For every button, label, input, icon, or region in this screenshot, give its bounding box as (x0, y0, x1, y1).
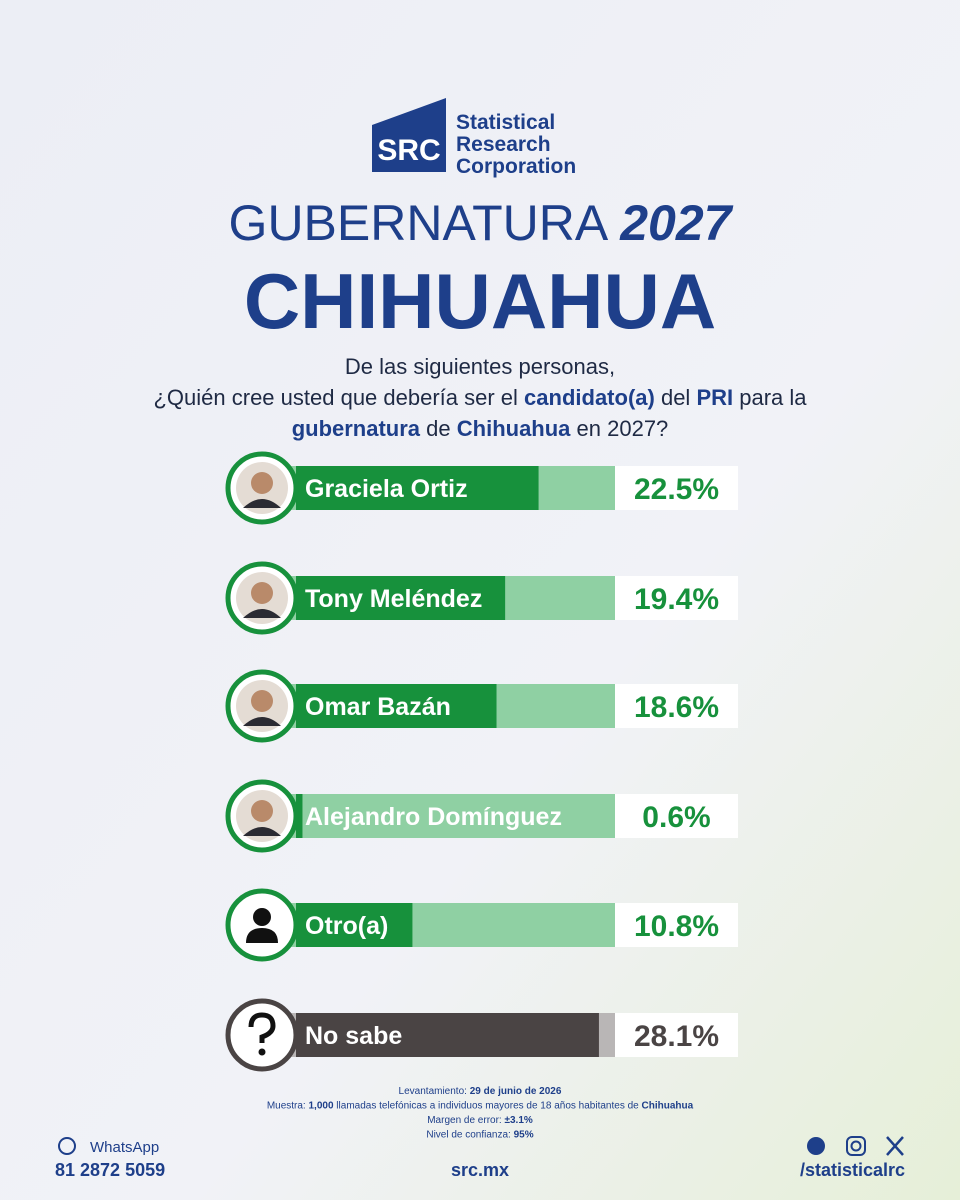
text-line: Levantamiento: 29 de junio de 2026 (399, 1086, 562, 1097)
bar (296, 794, 303, 838)
bold-text: Chihuahua (457, 416, 571, 441)
avatar-icon (246, 928, 278, 943)
text-segment: llamadas telefónicas a individuos mayore… (334, 1101, 642, 1112)
logo: SRC Statistical Research Corporation (372, 98, 576, 178)
avatar-icon (253, 908, 271, 926)
category-label: Alejandro Domínguez (305, 803, 562, 831)
text-segment: Levantamiento: (399, 1086, 470, 1097)
bold-text: ±3.1% (504, 1115, 532, 1126)
bar-chart: 22.5% Graciela Ortiz 19.4% Tony Meléndez 18.… (225, 451, 738, 1072)
avatar-body (243, 717, 281, 726)
bar (296, 903, 413, 947)
text-segment: ¿Quién cree usted que debería ser el (153, 385, 524, 410)
question-icon (248, 1012, 276, 1043)
text-segment: De las siguientes personas, (345, 354, 615, 379)
social-handle: /statisticalrc (800, 1160, 905, 1180)
website: src.mx (451, 1160, 509, 1180)
text-line: Muestra: 1,000 llamadas telefónicas a in… (267, 1101, 694, 1112)
phone: 81 2872 5059 (55, 1160, 165, 1180)
value-box (615, 576, 738, 620)
avatar-body (243, 609, 281, 618)
state-title: CHIHUAHUA (244, 257, 716, 345)
bold-text: PRI (696, 385, 733, 410)
category-label: Omar Bazán (305, 693, 451, 721)
category-label: Tony Meléndez (305, 585, 482, 613)
logo-text: Corporation (456, 155, 576, 178)
logo-text: Statistical (456, 111, 555, 134)
bold-text: Chihuahua (642, 1101, 694, 1112)
bar (296, 684, 497, 728)
text-line: Nivel de confianza: 95% (426, 1130, 533, 1141)
whatsapp: WhatsApp (90, 1139, 159, 1156)
value-box (615, 903, 738, 947)
logo-mark: SRC (377, 134, 440, 167)
bold-text: 1,000 (309, 1101, 334, 1112)
value-box (615, 1013, 738, 1057)
value-label: 0.6% (642, 801, 710, 834)
text-line: De las siguientes personas, (345, 354, 615, 379)
question: De las siguientes personas, ¿Quién cree u… (153, 354, 807, 441)
category-label: No sabe (305, 1022, 402, 1050)
value-box (615, 684, 738, 728)
bold-text: candidato(a) (524, 385, 655, 410)
text-segment: de (420, 416, 457, 441)
text-segment: en 2027? (570, 416, 668, 441)
avatar-body (243, 827, 281, 836)
bold-text: 95% (514, 1130, 534, 1141)
category-label: Graciela Ortiz (305, 475, 468, 503)
text-line: gubernatura de Chihuahua en 2027? (292, 416, 669, 441)
text-line: ¿Quién cree usted que debería ser el can… (153, 385, 807, 410)
value-box (615, 466, 738, 510)
avatar-head (251, 800, 273, 822)
category-label: Otro(a) (305, 912, 388, 940)
bold-text: gubernatura (292, 416, 421, 441)
avatar-head (251, 690, 273, 712)
value-label: 22.5% (634, 473, 719, 506)
text-line: Margen de error: ±3.1% (427, 1115, 533, 1126)
footer-notes: Levantamiento: 29 de junio de 2026 Muestr… (267, 1086, 694, 1141)
title-light: GUBERNATURA (229, 195, 609, 251)
text-segment: para la (733, 385, 807, 410)
bar-track (262, 794, 615, 838)
text-segment: Muestra: (267, 1101, 309, 1112)
value-label: 18.6% (634, 691, 719, 724)
logo-text: Research (456, 133, 551, 156)
avatar-head (251, 582, 273, 604)
value-box (615, 794, 738, 838)
value-label: 10.8% (634, 910, 719, 943)
text-segment: Nivel de confianza: (426, 1130, 513, 1141)
avatar-body (243, 499, 281, 508)
footer: WhatsApp 81 2872 5059 src.mx /statistica… (55, 1136, 905, 1180)
text-segment: del (655, 385, 697, 410)
text-segment: Margen de error: (427, 1115, 504, 1126)
bar (296, 1013, 599, 1057)
value-label: 19.4% (634, 583, 719, 616)
bar (296, 576, 506, 620)
avatar-head (251, 472, 273, 494)
bold-text: 29 de junio de 2026 (470, 1086, 562, 1097)
bar (296, 466, 539, 510)
title: GUBERNATURA 2027 (229, 195, 734, 251)
value-label: 28.1% (634, 1020, 719, 1053)
question-icon (258, 1048, 266, 1056)
title-year: 2027 (619, 195, 733, 251)
